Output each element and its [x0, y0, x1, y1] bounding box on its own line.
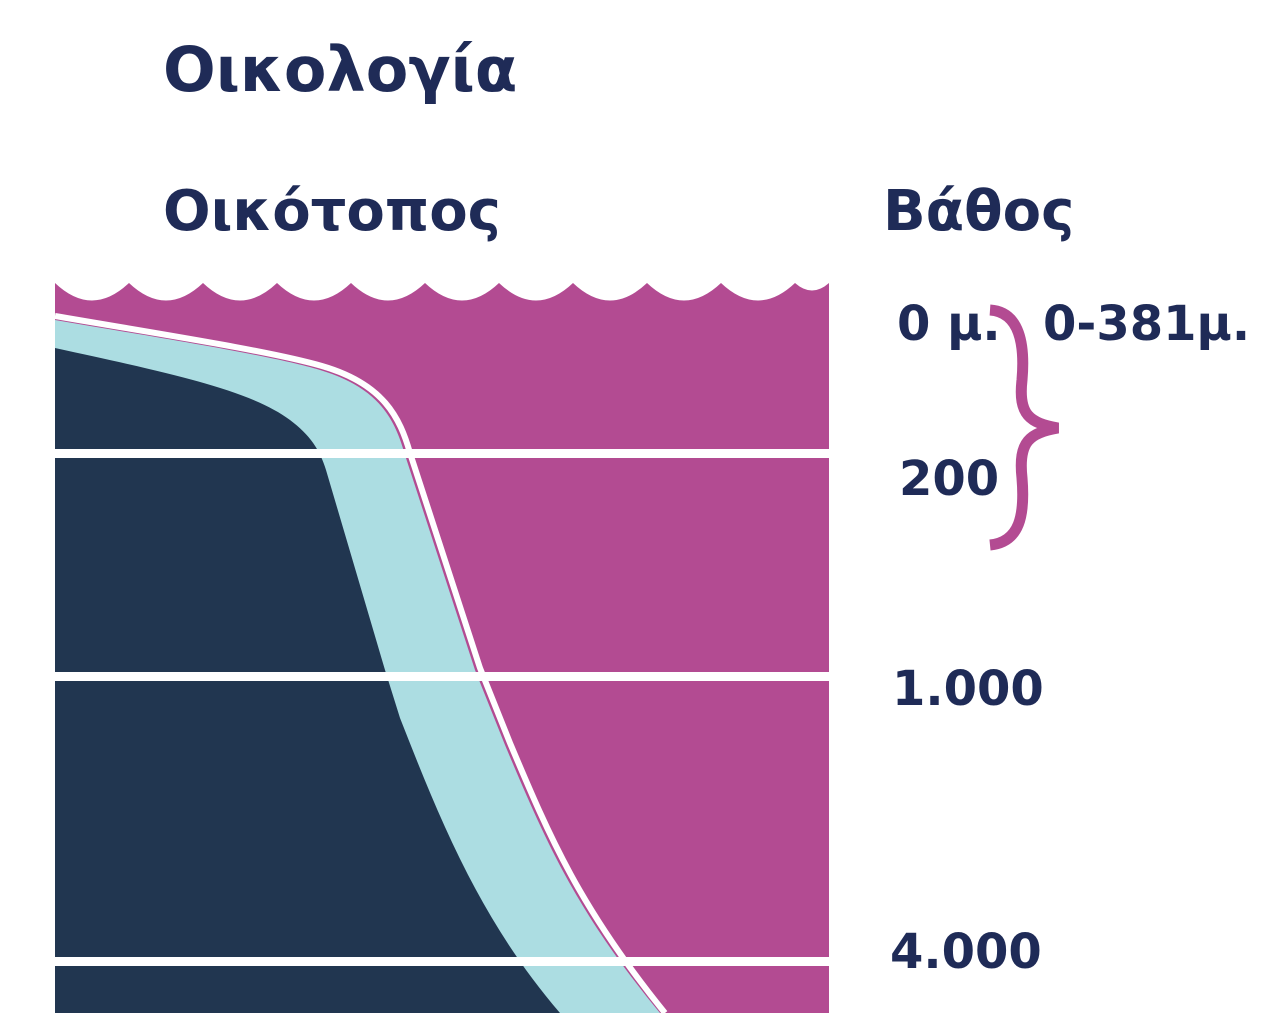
depth-line-200 [55, 449, 829, 458]
depth-header: Βάθος [883, 179, 1074, 244]
depth-range-label: 0-381μ. [1043, 296, 1250, 352]
habitat-header: Οικότοπος [163, 179, 501, 244]
slope-outline [54, 313, 668, 1015]
depth-label-200: 200 [899, 451, 999, 507]
depth-line-1000 [55, 672, 829, 681]
page-title: Οικολογία [163, 33, 517, 106]
depth-label-0: 0 μ. [897, 296, 1001, 352]
curly-brace-icon [989, 304, 1060, 551]
depth-line-4000 [55, 957, 829, 966]
depth-label-1000: 1.000 [892, 661, 1044, 717]
depth-label-4000: 4.000 [890, 924, 1042, 980]
